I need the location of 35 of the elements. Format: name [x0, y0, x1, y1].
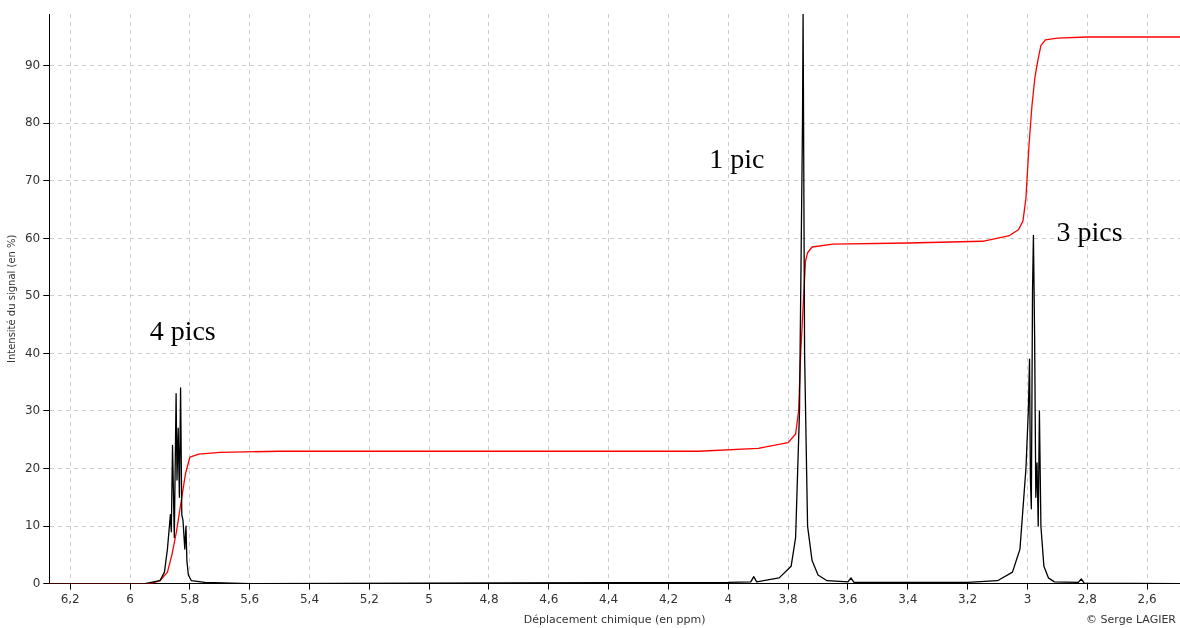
y-tick-label: 30	[24, 403, 41, 418]
x-tick-label: 5,2	[359, 591, 379, 606]
x-tick-label: 3,8	[778, 591, 798, 606]
x-axis-title: Déplacement chimique (en ppm)	[523, 613, 706, 627]
x-tick-label: 4	[724, 591, 733, 606]
x-tick-label: 2,6	[1137, 591, 1157, 606]
annotation: 4 pics	[149, 315, 216, 347]
x-tick-label: 4,6	[539, 591, 559, 606]
y-tick-label: 0	[32, 575, 41, 590]
y-tick-label: 10	[24, 518, 41, 533]
text: © Serge LAGIER	[1086, 613, 1177, 627]
x-tick-label: 5,4	[299, 591, 320, 606]
x-tick-label: 3	[1023, 591, 1032, 606]
x-tick-label: 4,4	[599, 591, 619, 606]
x-tick-label: 4,2	[658, 591, 679, 606]
y-tick-label: 20	[24, 460, 41, 475]
x-tick-label: 6	[126, 591, 134, 606]
annotation: 1 pic	[709, 142, 765, 174]
y-tick-label: 60	[24, 230, 41, 245]
x-tick-label: 5	[425, 591, 433, 606]
x-tick-label: 2,8	[1077, 591, 1097, 606]
y-tick-label: 70	[24, 172, 41, 187]
x-tick-label: 5,6	[240, 591, 260, 606]
x-tick-label: 5,8	[180, 591, 200, 606]
y-tick-label: 50	[24, 288, 41, 303]
y-axis-title: Intensité du signal (en %)	[5, 234, 17, 364]
x-tick-label: 3,4	[898, 591, 918, 606]
y-tick-label: 80	[24, 115, 41, 130]
annotation: 3 pics	[1056, 215, 1123, 247]
x-tick-label: 6,2	[60, 591, 80, 606]
x-tick-label: 4,8	[479, 591, 499, 606]
y-tick-label: 40	[24, 345, 41, 360]
x-tick-label: 3,6	[838, 591, 858, 606]
x-tick-label: 3,2	[958, 591, 978, 606]
y-tick-label: 90	[24, 57, 41, 72]
